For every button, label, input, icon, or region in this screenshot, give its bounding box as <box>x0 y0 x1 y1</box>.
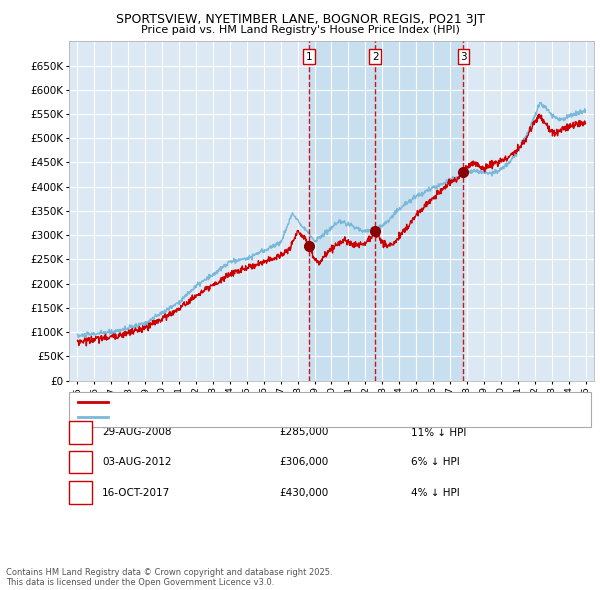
Text: Price paid vs. HM Land Registry's House Price Index (HPI): Price paid vs. HM Land Registry's House … <box>140 25 460 35</box>
Text: 1: 1 <box>305 52 312 62</box>
Text: 6% ↓ HPI: 6% ↓ HPI <box>411 457 460 467</box>
Text: £285,000: £285,000 <box>279 428 328 437</box>
Text: Contains HM Land Registry data © Crown copyright and database right 2025.
This d: Contains HM Land Registry data © Crown c… <box>6 568 332 587</box>
Text: 29-AUG-2008: 29-AUG-2008 <box>102 428 172 437</box>
Text: 3: 3 <box>77 488 84 497</box>
Text: 16-OCT-2017: 16-OCT-2017 <box>102 488 170 497</box>
Text: 1: 1 <box>77 428 84 437</box>
Text: HPI: Average price, detached house, Arun: HPI: Average price, detached house, Arun <box>114 412 313 421</box>
Text: 4% ↓ HPI: 4% ↓ HPI <box>411 488 460 497</box>
Text: £306,000: £306,000 <box>279 457 328 467</box>
Text: 03-AUG-2012: 03-AUG-2012 <box>102 457 172 467</box>
Text: 2: 2 <box>372 52 379 62</box>
Bar <box>309 41 463 381</box>
Text: 3: 3 <box>460 52 467 62</box>
Text: SPORTSVIEW, NYETIMBER LANE, BOGNOR REGIS, PO21 3JT (detached house): SPORTSVIEW, NYETIMBER LANE, BOGNOR REGIS… <box>114 398 478 407</box>
Text: £430,000: £430,000 <box>279 488 328 497</box>
Text: 2: 2 <box>77 457 84 467</box>
Text: SPORTSVIEW, NYETIMBER LANE, BOGNOR REGIS, PO21 3JT: SPORTSVIEW, NYETIMBER LANE, BOGNOR REGIS… <box>115 13 485 26</box>
Text: 11% ↓ HPI: 11% ↓ HPI <box>411 428 466 437</box>
